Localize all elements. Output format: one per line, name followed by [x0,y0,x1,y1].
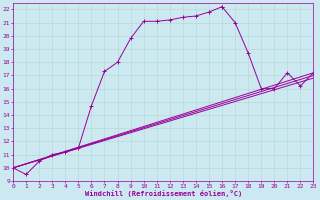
X-axis label: Windchill (Refroidissement éolien,°C): Windchill (Refroidissement éolien,°C) [84,190,242,197]
